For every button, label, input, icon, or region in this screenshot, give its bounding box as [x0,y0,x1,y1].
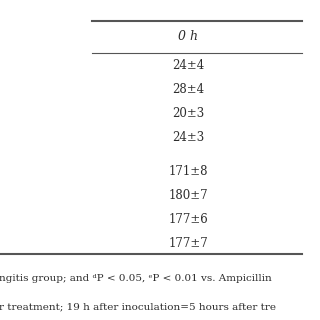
Text: 20±3: 20±3 [172,107,204,120]
Text: 180±7: 180±7 [168,189,208,202]
Text: 177±7: 177±7 [168,237,208,250]
Text: 171±8: 171±8 [169,165,208,178]
Text: r treatment; 19 h after inoculation=5 hours after tre: r treatment; 19 h after inoculation=5 ho… [0,303,276,312]
Text: 24±3: 24±3 [172,131,204,144]
Text: ngitis group; and ᵈP < 0.05, ᵉP < 0.01 vs. Ampicillin: ngitis group; and ᵈP < 0.05, ᵉP < 0.01 v… [0,274,272,283]
Text: 0 h: 0 h [178,30,198,43]
Text: 177±6: 177±6 [168,213,208,226]
Text: 28±4: 28±4 [172,83,204,96]
Text: 24±4: 24±4 [172,59,204,72]
